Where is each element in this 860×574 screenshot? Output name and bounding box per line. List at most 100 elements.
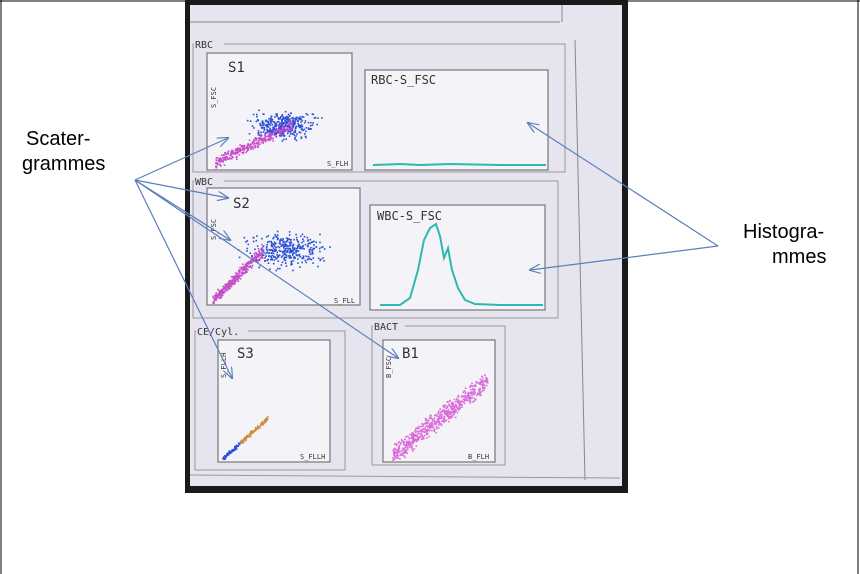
dot — [229, 281, 232, 283]
dot — [465, 395, 467, 398]
dot — [257, 137, 259, 140]
dot — [393, 448, 395, 451]
dot — [277, 128, 280, 131]
annotation: Scater- — [26, 128, 90, 150]
dot — [279, 129, 282, 131]
dot — [398, 447, 400, 450]
dot — [254, 248, 256, 251]
dot — [274, 123, 276, 125]
dot — [410, 433, 413, 435]
dot — [251, 259, 253, 262]
dot — [266, 125, 268, 128]
dot — [262, 122, 264, 124]
dot — [268, 252, 271, 254]
dot — [285, 265, 288, 267]
dot — [269, 127, 271, 130]
dot — [257, 134, 260, 136]
dot — [276, 130, 279, 132]
dot — [456, 399, 458, 401]
dot — [273, 245, 276, 247]
dot — [248, 146, 250, 149]
dot — [261, 250, 263, 253]
dot — [283, 132, 285, 135]
dot — [471, 394, 473, 396]
dot — [294, 131, 296, 134]
dot — [243, 149, 245, 151]
dot — [219, 157, 222, 159]
dot — [444, 420, 447, 422]
dot — [399, 458, 401, 460]
dot — [474, 392, 476, 395]
dot — [259, 423, 262, 425]
dot — [310, 128, 312, 130]
dot — [252, 142, 254, 144]
dot — [274, 233, 276, 236]
dot — [305, 113, 308, 115]
screen-line — [574, 39, 586, 481]
panel-title: RBC-S_FSC — [371, 73, 436, 87]
dot — [453, 411, 456, 413]
dot — [289, 120, 292, 123]
dot — [251, 432, 253, 434]
dot — [441, 420, 443, 423]
dot — [312, 113, 315, 116]
dot — [275, 131, 277, 133]
dot — [230, 282, 233, 285]
dot — [216, 163, 219, 165]
dot — [460, 400, 463, 403]
dot — [471, 385, 474, 388]
dot — [297, 122, 299, 125]
dot — [234, 280, 236, 282]
dot — [421, 423, 423, 425]
dot — [281, 123, 283, 125]
dot — [298, 118, 301, 121]
dot — [295, 126, 297, 128]
dot — [231, 283, 234, 285]
dot — [228, 450, 231, 452]
dot — [296, 239, 298, 241]
dot — [473, 400, 476, 402]
dot — [407, 443, 409, 446]
dot — [466, 395, 468, 397]
group-box — [194, 330, 346, 471]
dot — [215, 157, 218, 160]
dot — [297, 262, 299, 264]
dot — [296, 247, 299, 249]
dot — [297, 250, 300, 252]
dot — [469, 402, 472, 404]
dot — [447, 415, 449, 418]
histogram-panel — [364, 69, 549, 171]
dot — [218, 294, 220, 296]
dot — [402, 441, 405, 444]
dot — [249, 265, 251, 267]
dot — [215, 165, 218, 168]
dot — [231, 279, 234, 282]
dot — [292, 253, 294, 255]
dot — [263, 421, 266, 424]
label-bg — [194, 176, 224, 186]
dot — [284, 123, 287, 126]
dot — [275, 113, 277, 115]
dot — [281, 244, 283, 246]
dot — [284, 110, 287, 113]
dot — [287, 247, 289, 249]
dot — [291, 132, 294, 135]
dot — [255, 252, 258, 254]
dot — [283, 240, 285, 243]
dot — [298, 124, 300, 126]
dot — [286, 115, 288, 118]
label-bg — [194, 39, 224, 49]
dot — [252, 143, 255, 146]
dot — [449, 405, 452, 408]
dot — [284, 116, 286, 119]
dot — [311, 252, 314, 255]
dot — [443, 409, 445, 411]
dot — [454, 403, 457, 406]
dot — [230, 150, 233, 153]
dot — [274, 134, 276, 137]
dot — [467, 391, 470, 394]
dot — [285, 244, 288, 247]
dot — [244, 268, 247, 270]
dot — [431, 425, 434, 427]
dot — [265, 255, 267, 257]
